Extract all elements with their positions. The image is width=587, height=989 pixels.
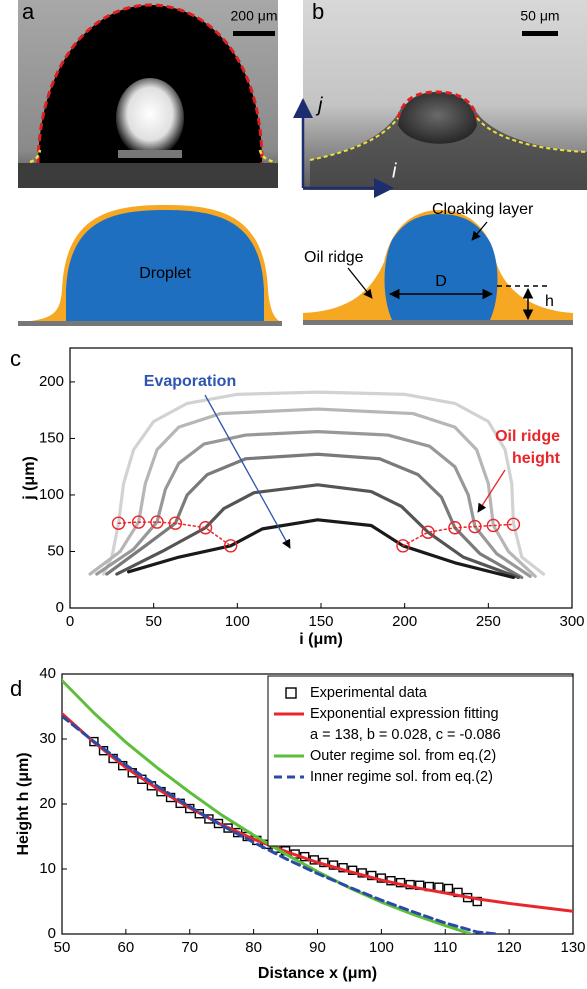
schematic-a: Droplet [18, 205, 282, 326]
y-tick-label: 200 [39, 373, 64, 390]
droplet-label: Droplet [139, 265, 191, 282]
oil-ridge-label: Oil ridge [304, 249, 364, 266]
height-label: h [545, 293, 554, 310]
x-tick-label: 300 [559, 613, 584, 630]
photo-b: b 50 μm j i [303, 0, 587, 190]
data-point [444, 885, 452, 893]
chart: 0 50 100 150 200 250 300 0 50 100 150 200 c i (μm) j (… [10, 346, 585, 648]
legend-params: a = 138, b = 0.028, c = -0.086 [310, 727, 501, 743]
y-tick-label: 20 [39, 795, 56, 812]
x-tick-label: 120 [497, 939, 522, 956]
series-group [90, 392, 543, 577]
y-tick-label: 0 [48, 925, 56, 942]
y-tick-label: 30 [39, 730, 56, 747]
legend-label: Inner regime sol. from eq.(2) [310, 769, 493, 785]
page: {"panels": [{"label": "a", "scale_bar": … [0, 0, 587, 989]
x-tick-label: 200 [392, 613, 417, 630]
scale-bar-label: 200 μm [231, 8, 278, 24]
y-axis-label: j (μm) [21, 456, 38, 501]
diameter-label: D [435, 273, 447, 290]
x-tick-label: 50 [54, 939, 71, 956]
x-tick-label: 100 [225, 613, 250, 630]
y-tick-label: 0 [56, 599, 64, 616]
legend-label: Exponential expression fitting [310, 706, 499, 722]
x-tick-label: 0 [66, 613, 74, 630]
schematic-b: D h Oil ridge Cloaking layer [303, 201, 573, 325]
y-tick-label: 50 [47, 542, 64, 559]
annotation: height [512, 450, 561, 467]
x-tick-label: 70 [181, 939, 198, 956]
x-tick-label: 90 [309, 939, 326, 956]
scale-bar-label: 50 μm [520, 8, 559, 24]
cloaking-layer-label: Cloaking layer [432, 201, 534, 218]
figure: a 200 μm b 50 μm j i Droplet D h Oil rid… [0, 0, 587, 989]
panel-label: d [10, 676, 22, 701]
x-tick-label: 150 [308, 613, 333, 630]
x-axis-label: i (μm) [299, 631, 343, 648]
y-tick-label: 150 [39, 429, 64, 446]
panel-label: b [312, 0, 324, 24]
series-line [403, 524, 513, 545]
legend-label: Experimental data [310, 685, 428, 701]
y-tick-label: 10 [39, 860, 56, 877]
chart: 50 60 70 80 90 100 110 120 130 0 10 20 30 40 d Distance… [10, 665, 586, 982]
annotation: Oil ridge [495, 428, 560, 445]
photo-a: a 200 μm [18, 0, 278, 188]
y-axis-label: Height h (μm) [15, 752, 32, 855]
x-tick-label: 50 [145, 613, 162, 630]
panel-label: c [10, 346, 21, 371]
x-tick-label: 60 [118, 939, 135, 956]
x-tick-label: 250 [476, 613, 501, 630]
x-axis-label: Distance x (μm) [258, 965, 377, 982]
y-tick-label: 40 [39, 665, 56, 682]
x-tick-label: 80 [245, 939, 262, 956]
y-tick-label: 100 [39, 486, 64, 503]
legend-label: Outer regime sol. from eq.(2) [310, 748, 496, 764]
annotation: Evaporation [144, 373, 236, 390]
x-tick-label: 110 [433, 939, 457, 956]
axis-i: i [392, 160, 397, 182]
x-tick-label: 130 [560, 939, 585, 956]
panel-label: a [22, 0, 35, 24]
x-tick-label: 100 [369, 939, 394, 956]
